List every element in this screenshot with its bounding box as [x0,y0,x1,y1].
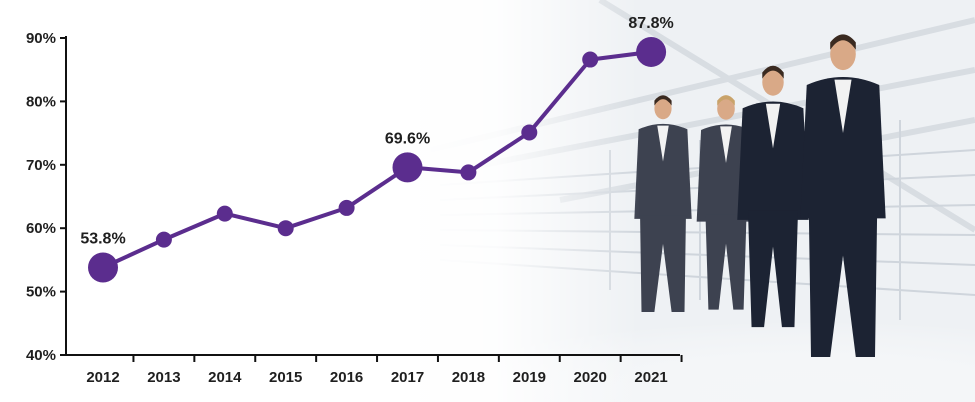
highlighted-data-point [392,152,423,183]
x-tick-label: 2021 [634,369,667,386]
data-point [155,231,172,248]
y-tick-label: 50% [26,284,56,301]
highlighted-data-point [636,36,667,67]
data-label: 69.6% [385,130,430,147]
chart-axes: 40% 50% 60% 70% 80% 90% 2012 2013 2014 2015 2016 20… [26,30,683,386]
person-4 [800,34,886,357]
data-point [277,220,294,237]
data-labels-layer: 53.8% 69.6% 87.8% [80,15,673,248]
x-tick-label: 2020 [574,369,607,386]
data-point [521,124,538,141]
y-tick-label: 60% [26,220,56,237]
y-tick-label: 80% [26,93,56,110]
x-tick-label: 2017 [391,369,424,386]
person-1 [634,95,692,312]
data-point [460,164,477,181]
data-point [216,205,233,222]
x-tick-label: 2015 [269,369,302,386]
data-label: 53.8% [80,231,125,248]
y-tick-label: 90% [26,30,56,47]
y-tick-label: 70% [26,157,56,174]
people-illustration [634,34,886,357]
x-tick-label: 2018 [452,369,485,386]
data-label: 87.8% [628,15,673,32]
x-tick-label: 2014 [208,369,242,386]
x-tick-label: 2016 [330,369,363,386]
x-tick-label: 2013 [147,369,180,386]
x-tick-label: 2019 [513,369,546,386]
x-tick-label: 2012 [86,369,119,386]
y-tick-label: 40% [26,347,56,364]
data-point [338,199,355,216]
person-2 [696,95,756,310]
highlighted-data-point [88,252,118,283]
series-line-layer [102,49,652,270]
data-points-layer [88,36,667,283]
data-point [582,51,599,68]
series-line [102,49,652,270]
person-3 [737,65,809,328]
